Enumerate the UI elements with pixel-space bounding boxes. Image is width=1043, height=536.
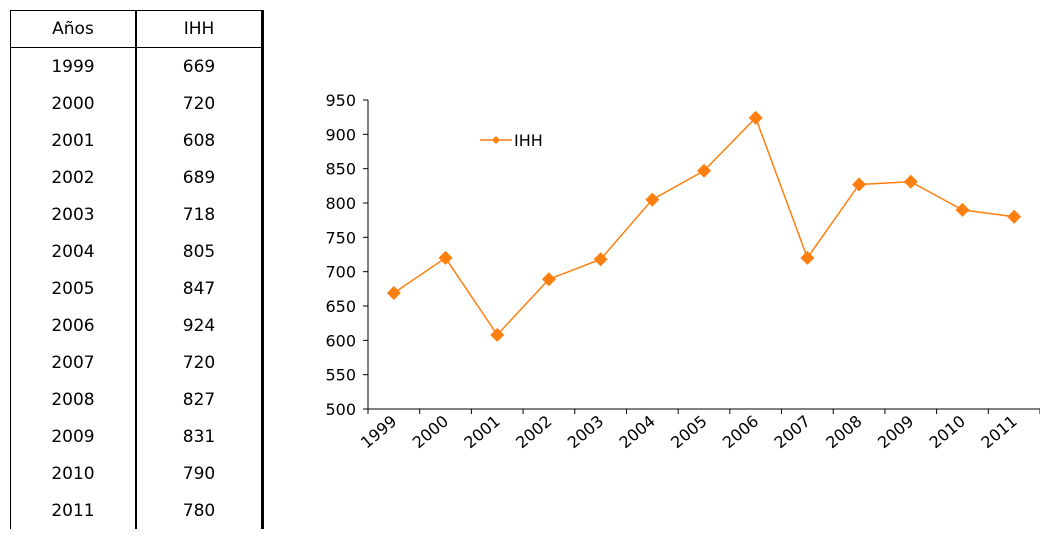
table-row: 2004 805 bbox=[10, 233, 264, 270]
data-point bbox=[386, 285, 401, 300]
cell-year: 2006 bbox=[10, 307, 137, 344]
data-point bbox=[697, 163, 711, 178]
x-tick-label: 1999 bbox=[357, 412, 400, 453]
data-point bbox=[800, 250, 815, 265]
x-tick-label: 2011 bbox=[977, 412, 1020, 453]
cell-year: 2009 bbox=[10, 418, 137, 455]
cell-year: 2002 bbox=[10, 159, 137, 196]
cell-ihh: 718 bbox=[136, 196, 264, 233]
series-line bbox=[393, 116, 1015, 337]
x-tick-label: 2009 bbox=[874, 412, 917, 453]
y-tick-label: 750 bbox=[325, 228, 356, 247]
cell-year: 2003 bbox=[10, 196, 137, 233]
table-row: 2000 720 bbox=[10, 85, 264, 122]
header-years: Años bbox=[10, 10, 137, 48]
cell-ihh: 831 bbox=[136, 418, 264, 455]
y-tick-label: 500 bbox=[325, 400, 356, 419]
table-row: 2009 831 bbox=[10, 418, 264, 455]
data-point bbox=[541, 272, 556, 287]
legend-marker bbox=[492, 136, 500, 144]
data-point bbox=[490, 327, 505, 342]
table-row: 2002 689 bbox=[10, 159, 264, 196]
table-header-row: Años IHH bbox=[10, 10, 264, 48]
cell-year: 2000 bbox=[10, 85, 137, 122]
cell-ihh: 669 bbox=[136, 47, 264, 85]
series-group bbox=[386, 110, 1022, 342]
y-tick-label: 700 bbox=[325, 263, 356, 282]
y-tick-label: 550 bbox=[325, 366, 356, 385]
cell-ihh: 780 bbox=[136, 492, 264, 529]
legend: IHH bbox=[480, 131, 543, 150]
cell-year: 2005 bbox=[10, 270, 137, 307]
table-row: 2005 847 bbox=[10, 270, 264, 307]
x-tick-label: 2010 bbox=[926, 412, 969, 453]
cell-ihh: 790 bbox=[136, 455, 264, 492]
cell-ihh: 608 bbox=[136, 122, 264, 159]
x-tick-label: 2004 bbox=[615, 412, 658, 453]
x-tick-label: 2007 bbox=[771, 412, 814, 453]
data-point bbox=[645, 192, 660, 207]
table-row: 2003 718 bbox=[10, 196, 264, 233]
cell-ihh: 827 bbox=[136, 381, 264, 418]
x-axis: 1999 2000 2001 2002 2003 2004 2005 2006 2007 2008… bbox=[357, 408, 1040, 453]
y-tick-label: 900 bbox=[325, 125, 356, 144]
data-point bbox=[1007, 209, 1022, 224]
table-row: 2006 924 bbox=[10, 307, 264, 344]
y-tick-label: 650 bbox=[325, 297, 356, 316]
cell-ihh: 720 bbox=[136, 344, 264, 381]
table-row: 2001 608 bbox=[10, 122, 264, 159]
data-point bbox=[955, 202, 970, 217]
legend-label: IHH bbox=[514, 131, 543, 150]
table-row: 2011 780 bbox=[10, 492, 264, 529]
x-tick-label: 2006 bbox=[719, 412, 762, 453]
table-row: 2008 827 bbox=[10, 381, 264, 418]
table-row: 1999 669 bbox=[10, 47, 264, 85]
data-point bbox=[593, 252, 608, 267]
y-axis: 500 550 600 650 700 750 800 850 900 950 bbox=[325, 91, 369, 419]
y-tick-label: 800 bbox=[325, 194, 356, 213]
x-tick-label: 2000 bbox=[409, 412, 452, 453]
cell-year: 2010 bbox=[10, 455, 137, 492]
cell-ihh: 847 bbox=[136, 270, 264, 307]
data-point bbox=[852, 177, 867, 192]
x-tick-label: 2001 bbox=[460, 412, 503, 453]
data-table: Años IHH 1999 669 2000 720 2001 608 2002 689 200… bbox=[10, 10, 264, 529]
cell-year: 2007 bbox=[10, 344, 137, 381]
cell-year: 2008 bbox=[10, 381, 137, 418]
cell-year: 1999 bbox=[10, 47, 137, 85]
x-tick-label: 2003 bbox=[564, 412, 607, 453]
x-tick-label: 2008 bbox=[822, 412, 865, 453]
cell-year: 2011 bbox=[10, 492, 137, 529]
cell-ihh: 805 bbox=[136, 233, 264, 270]
data-point bbox=[438, 250, 453, 265]
y-tick-label: 600 bbox=[325, 331, 356, 350]
y-tick-label: 850 bbox=[325, 160, 356, 179]
cell-year: 2004 bbox=[10, 233, 137, 270]
cell-ihh: 924 bbox=[136, 307, 264, 344]
data-point bbox=[903, 174, 918, 189]
y-tick-label: 950 bbox=[325, 91, 356, 110]
x-tick-label: 2005 bbox=[667, 412, 710, 453]
table-row: 2010 790 bbox=[10, 455, 264, 492]
table-body: 1999 669 2000 720 2001 608 2002 689 2003 718 2004 8… bbox=[10, 47, 264, 529]
cell-ihh: 720 bbox=[136, 85, 264, 122]
cell-ihh: 689 bbox=[136, 159, 264, 196]
header-ihh: IHH bbox=[136, 10, 264, 48]
cell-year: 2001 bbox=[10, 122, 137, 159]
data-point bbox=[748, 110, 763, 125]
x-tick-label: 2002 bbox=[512, 412, 555, 453]
table-row: 2007 720 bbox=[10, 344, 264, 381]
